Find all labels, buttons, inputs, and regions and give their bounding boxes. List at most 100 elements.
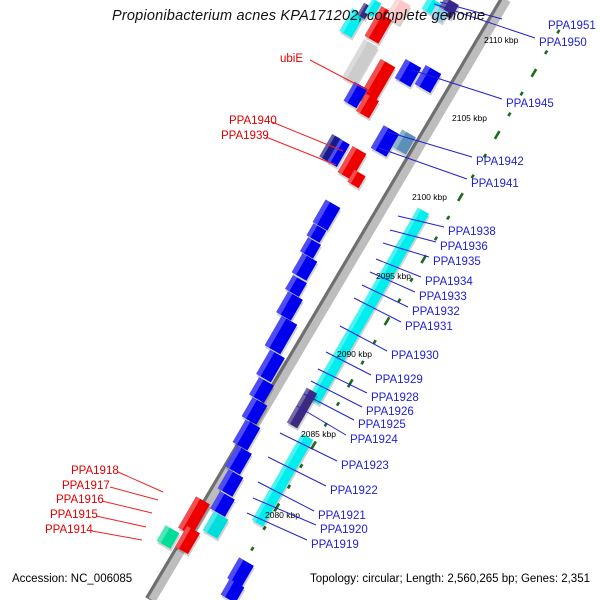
gene-box[interactable] [307,207,430,405]
gene-box[interactable] [429,5,449,23]
gene-feature-left[interactable] [209,491,236,520]
gene-box[interactable] [300,237,321,259]
gene-label[interactable]: PPA1935 [433,256,481,268]
gene-label[interactable]: PPA1931 [405,321,453,333]
gene-box[interactable] [394,58,422,88]
gene-feature-left[interactable] [337,146,369,183]
gene-feature-left[interactable] [224,445,253,478]
gene-feature-left[interactable] [264,315,299,357]
gene-box[interactable] [285,275,307,297]
gene-label[interactable]: PPA1942 [476,156,524,168]
gene-label[interactable]: PPA1926 [366,406,414,418]
gene-label[interactable]: PPA1922 [330,485,378,497]
gene-feature-left[interactable] [255,349,286,386]
gene-label[interactable]: PPA1917 [62,480,110,492]
gene-label[interactable]: PPA1918 [71,465,119,477]
gene-box[interactable] [249,377,274,403]
gene-feature-right[interactable] [429,5,450,26]
gene-box[interactable] [319,133,342,163]
gene-label[interactable]: PPA1932 [412,306,460,318]
gene-label[interactable]: PPA1938 [448,226,496,238]
gene-label[interactable]: PPA1924 [350,434,398,446]
gene-feature-left[interactable] [338,8,366,41]
gene-feature-left[interactable] [343,81,370,112]
gene-label[interactable]: PPA1914 [45,524,93,536]
gene-feature-left[interactable] [241,397,269,428]
gene-feature-left[interactable] [248,377,275,406]
gene-feature-right[interactable] [414,64,443,96]
gene-feature-right[interactable] [286,387,319,432]
gene-box[interactable] [225,445,252,475]
gene-box[interactable] [241,397,268,425]
gene-box[interactable] [306,223,327,243]
gene-box[interactable] [156,525,180,549]
gene-feature-left[interactable] [299,237,323,262]
gene-box[interactable] [232,419,261,451]
gene-label[interactable]: PPA1930 [391,350,439,362]
gene-feature-left[interactable] [364,0,383,21]
gene-feature-left[interactable] [312,199,342,234]
gene-box[interactable] [276,291,303,321]
gene-feature-left[interactable] [385,0,413,28]
gene-box[interactable] [385,0,411,25]
gene-feature-right[interactable] [251,433,315,530]
gene-label[interactable]: PPA1950 [539,37,587,49]
gene-box[interactable] [178,496,210,536]
gene-feature-left[interactable] [346,169,367,192]
gene-box[interactable] [251,433,314,527]
gene-box[interactable] [264,315,298,355]
gene-feature-left[interactable] [318,133,343,165]
gene-box[interactable] [220,578,245,600]
gene-box[interactable] [227,557,254,587]
gene-label-group-right[interactable]: PPA1951 PPA1950 PPA1945 PPA1942 PPA1941 PPA19… [246,1,596,551]
gene-label[interactable]: PPA1936 [440,241,488,253]
gene-label[interactable]: PPA1939 [221,130,269,142]
gene-box[interactable] [327,138,350,168]
gene-feature-left[interactable] [174,525,202,557]
gene-feature-left[interactable] [232,419,262,454]
gene-label[interactable]: PPA1916 [56,494,104,506]
gene-box[interactable] [364,0,382,18]
gene-box[interactable] [286,387,318,429]
gene-box[interactable] [312,199,341,231]
gene-box[interactable] [210,491,235,517]
gene-box[interactable] [347,169,366,189]
gene-box[interactable] [392,129,416,155]
gene-feature-left[interactable] [217,469,245,500]
gene-box[interactable] [337,146,367,180]
gene-label[interactable]: PPA1921 [318,510,366,522]
gene-label[interactable]: PPA1925 [358,419,406,431]
gene-label[interactable]: PPA1920 [320,524,368,536]
gene-label[interactable]: PPA1915 [50,509,98,521]
gene-label[interactable]: PPA1934 [425,276,473,288]
gene-box[interactable] [217,469,244,497]
gene-box[interactable] [414,64,442,94]
gene-label[interactable]: PPA1919 [311,539,359,551]
genome-axis[interactable] [145,0,511,600]
gene-feature-left[interactable] [156,525,182,552]
gene-feature-right[interactable] [394,58,423,90]
gene-label[interactable]: PPA1923 [341,460,389,472]
gene-box[interactable] [256,349,285,383]
gene-feature-left[interactable] [341,38,380,88]
gene-box[interactable] [342,38,378,86]
gene-box[interactable] [356,93,379,119]
gene-label[interactable]: PPA1941 [471,178,519,190]
gene-label[interactable]: ubiE [280,53,303,65]
gene-feature-left[interactable] [275,291,304,324]
gene-feature-left[interactable] [326,138,351,170]
gene-label-group-left[interactable]: ubiE PPA1940 PPA1939 PPA1918 PPA1917 PPA1916 P… [45,53,372,541]
gene-label[interactable]: PPA1928 [371,392,419,404]
gene-feature-left[interactable] [355,93,381,122]
gene-label[interactable]: PPA1929 [375,374,423,386]
gene-box[interactable] [291,253,318,281]
gene-box[interactable] [202,511,229,539]
gene-box[interactable] [175,525,200,555]
gene-label[interactable]: PPA1951 [548,20,596,32]
gene-feature-left[interactable] [291,253,319,284]
gene-label[interactable]: PPA1945 [506,98,554,110]
gene-box[interactable] [343,81,368,109]
gene-label[interactable]: PPA1940 [229,115,277,127]
gene-features-forward-strand[interactable] [156,0,413,557]
